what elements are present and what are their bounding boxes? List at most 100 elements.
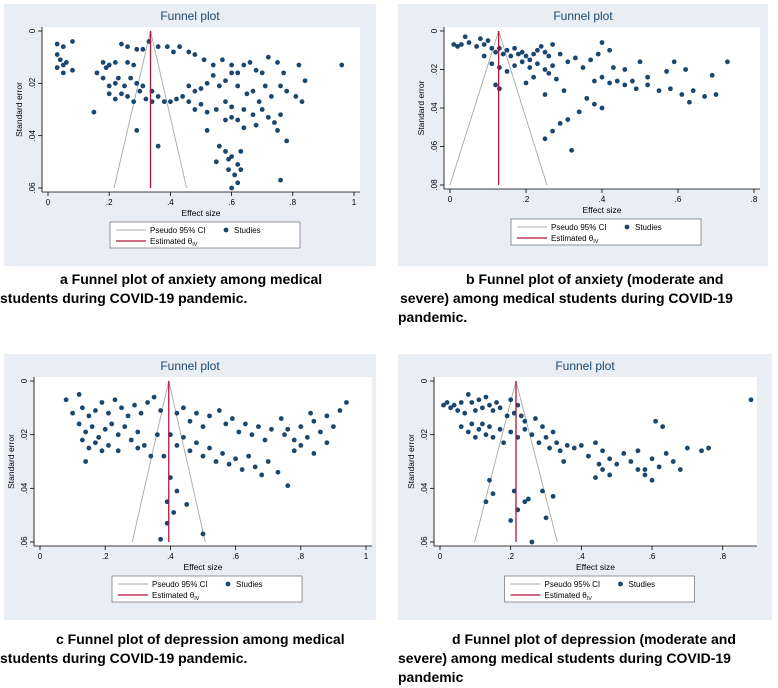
study-point — [533, 416, 538, 421]
study-point — [487, 424, 492, 430]
study-point — [600, 448, 605, 454]
y-tick-label: .04 — [430, 102, 439, 114]
study-point — [592, 101, 597, 107]
study-point — [504, 47, 510, 53]
x-tick-label: .2 — [507, 552, 514, 561]
caption-a: a Funnel plot of anxiety among medical s… — [0, 270, 380, 308]
study-point — [522, 418, 528, 424]
study-point — [216, 83, 222, 89]
study-point — [538, 44, 544, 49]
study-point — [508, 53, 514, 59]
study-point — [564, 443, 570, 448]
study-point — [543, 434, 549, 440]
caption-a-line-2: students during COVID-19 pandemic. — [0, 290, 248, 306]
study-point — [478, 36, 483, 42]
study-point — [504, 69, 510, 74]
y-axis-label: Standard error — [6, 434, 16, 489]
x-tick-label: .4 — [578, 552, 585, 561]
study-point — [76, 392, 82, 397]
study-point — [250, 88, 256, 94]
study-point — [311, 451, 317, 456]
study-point — [128, 437, 134, 443]
study-point — [148, 453, 154, 459]
study-point — [229, 62, 235, 68]
study-point — [465, 392, 471, 397]
study-point — [621, 451, 627, 456]
study-point — [134, 80, 140, 86]
study-point — [272, 120, 277, 125]
study-point — [476, 426, 482, 432]
study-point — [497, 426, 503, 432]
study-point — [223, 78, 228, 84]
study-point — [213, 107, 219, 112]
study-point — [244, 91, 250, 97]
legend-studies-swatch — [624, 224, 630, 230]
study-point — [476, 397, 482, 403]
study-point — [472, 408, 478, 413]
study-point — [497, 405, 503, 411]
legend-studies-label: Studies — [629, 580, 656, 589]
study-point — [174, 96, 179, 102]
study-point — [216, 408, 222, 413]
study-point — [86, 445, 92, 451]
chart-title: Funnel plot — [553, 9, 613, 23]
study-point — [677, 467, 683, 472]
study-point — [100, 75, 106, 81]
study-point — [635, 467, 641, 472]
study-point — [63, 60, 69, 65]
caption-b-line-3: pandemic. — [398, 309, 468, 325]
caption-d-line-2: severe) among medical students during CO… — [398, 650, 731, 666]
x-tick-label: .4 — [599, 195, 606, 204]
study-point — [683, 67, 688, 72]
study-point — [181, 405, 186, 411]
study-point — [298, 424, 304, 430]
study-point — [656, 464, 662, 470]
study-point — [649, 456, 655, 462]
study-point — [607, 472, 613, 478]
study-point — [236, 429, 242, 435]
x-axis-label: Effect size — [183, 562, 222, 572]
x-tick-label: 0 — [38, 552, 43, 561]
study-point — [607, 80, 612, 86]
study-point — [451, 42, 457, 47]
study-point — [628, 459, 634, 464]
study-point — [210, 62, 216, 68]
study-point — [444, 400, 450, 405]
legend-box — [510, 218, 702, 246]
study-point — [115, 448, 121, 454]
legend-box — [111, 575, 303, 603]
x-axis-label: Effect size — [181, 208, 220, 218]
y-tick-label: .06 — [420, 536, 429, 548]
study-point — [200, 531, 206, 537]
study-point — [649, 477, 655, 483]
study-point — [542, 92, 548, 97]
study-point — [611, 65, 616, 70]
study-point — [216, 143, 222, 149]
study-point — [296, 62, 302, 68]
study-point — [194, 410, 199, 416]
panel-a: Funnel plot 0 .2 .4 .6 .8 1 0 .02 .04 .06 Effect si… — [4, 4, 376, 266]
pseudo-ci-left-line — [474, 380, 517, 543]
x-tick-label: 0 — [438, 552, 443, 561]
study-point — [186, 49, 192, 55]
study-point — [102, 426, 108, 432]
study-point — [472, 434, 478, 440]
study-point — [493, 82, 498, 88]
study-point — [508, 429, 514, 435]
y-tick-label: .02 — [430, 63, 439, 75]
study-point — [161, 453, 167, 459]
study-point — [125, 413, 131, 419]
study-point — [469, 400, 475, 405]
study-point — [490, 434, 496, 440]
study-point — [99, 448, 105, 454]
study-point — [115, 432, 121, 438]
study-point — [180, 94, 186, 99]
study-point — [550, 63, 555, 69]
pseudo-ci-left-line — [113, 30, 151, 189]
study-point — [490, 491, 496, 497]
study-point — [201, 57, 207, 63]
study-point — [241, 62, 247, 68]
study-point — [518, 413, 524, 419]
study-point — [242, 421, 248, 427]
caption-d-line-1: d Funnel plot of depression (moderate an… — [452, 631, 736, 647]
